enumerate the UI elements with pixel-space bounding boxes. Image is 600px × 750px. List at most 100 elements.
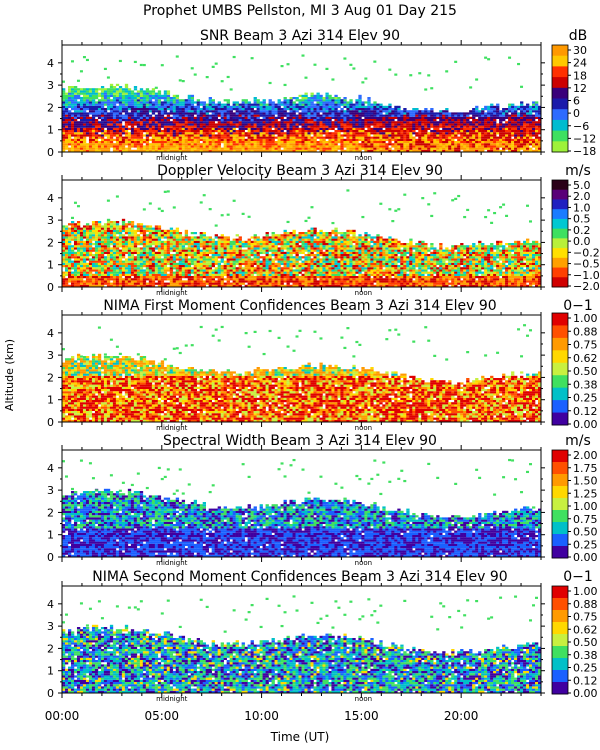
colorbar-swatch — [552, 362, 568, 376]
colorbar-swatch — [552, 209, 568, 220]
colorbar-tick-label: 0.0 — [573, 235, 591, 248]
colorbar-tick-label: 0.88 — [573, 325, 598, 338]
colorbar-tick-label: 0 — [573, 107, 580, 120]
y-tick-label: 4 — [47, 327, 54, 340]
colorbar-swatch — [552, 510, 568, 523]
colorbar-tick-label: −6 — [573, 120, 589, 133]
panel-title: Doppler Velocity Beam 3 Azi 314 Elev 90 — [157, 163, 443, 179]
panel-4: Spectral Width Beam 3 Azi 314 Elev 90 m/s… — [47, 433, 598, 567]
y-tick-label: 3 — [47, 349, 54, 362]
colorbar-tick-label: 12 — [573, 82, 587, 95]
panel-5: NIMA Second Moment Confidences Beam 3 Az… — [47, 569, 598, 703]
colorbar-tick-label: 1.50 — [573, 475, 598, 488]
colorbar-tick-label: 0.25 — [573, 538, 598, 551]
colorbar-swatch — [552, 66, 568, 78]
colorbar-tick-label: 0.75 — [573, 513, 598, 526]
colorbar-swatch — [552, 325, 568, 339]
panel-title: Spectral Width Beam 3 Azi 314 Elev 90 — [163, 433, 437, 449]
colorbar-swatch — [552, 546, 568, 559]
heatmap-body — [62, 595, 542, 693]
y-tick-label: 2 — [47, 101, 54, 114]
colorbar-swatch — [552, 622, 568, 635]
y-tick-label: 1 — [47, 394, 54, 407]
day-marker-label: noon — [355, 289, 372, 297]
panel-2: Doppler Velocity Beam 3 Azi 314 Elev 90 m… — [47, 163, 600, 297]
colorbar-tick-label: 30 — [573, 44, 587, 57]
colorbar-swatch — [552, 474, 568, 487]
colorbar-unit: 0−1 — [563, 569, 593, 585]
colorbar-swatch — [552, 189, 568, 200]
y-tick-label: 0 — [47, 416, 54, 429]
day-marker-label: midnight — [156, 154, 187, 162]
day-marker-label: midnight — [156, 289, 187, 297]
colorbar: 5.02.01.00.50.20.0−0.2−0.5−1.0−2.0 — [551, 179, 600, 293]
y-tick-label: 4 — [47, 192, 54, 205]
heatmap-body — [62, 324, 542, 422]
colorbar-tick-label: 0.00 — [573, 687, 598, 700]
colorbar-swatch — [552, 248, 568, 259]
day-marker-label: noon — [355, 559, 372, 567]
colorbar-swatch — [552, 119, 568, 131]
colorbar-tick-label: 0.38 — [573, 649, 598, 662]
colorbar-tick-label: 0.50 — [573, 365, 598, 378]
colorbar-tick-label: 0.00 — [573, 551, 598, 564]
colorbar-tick-label: 0.50 — [573, 526, 598, 539]
y-tick-label: 1 — [47, 124, 54, 137]
colorbar-tick-label: 24 — [573, 57, 587, 70]
colorbar-tick-label: −0.2 — [573, 246, 600, 259]
colorbar-unit: m/s — [565, 163, 591, 179]
colorbar-frame — [551, 179, 569, 288]
colorbar-swatch — [552, 646, 568, 659]
colorbar-swatch — [552, 55, 568, 67]
colorbar-tick-label: 1.75 — [573, 462, 598, 475]
panel-1: SNR Beam 3 Azi 314 Elev 90 dB01234midnigh… — [47, 28, 596, 162]
colorbar-swatch — [552, 199, 568, 210]
colorbar-frame — [551, 44, 569, 153]
colorbar-swatch — [552, 522, 568, 535]
x-tick-label: 05:00 — [144, 709, 179, 723]
colorbar-tick-label: 1.00 — [573, 585, 598, 598]
y-tick-label: 2 — [47, 506, 54, 519]
colorbar-tick-label: −2.0 — [573, 280, 600, 293]
colorbar-swatch — [552, 498, 568, 511]
figure-title: Prophet UMBS Pellston, MI 3 Aug 01 Day 2… — [143, 3, 457, 19]
day-marker-label: midnight — [156, 695, 187, 703]
y-tick-label: 2 — [47, 371, 54, 384]
colorbar-tick-label: 0.25 — [573, 662, 598, 675]
colorbar-swatch — [552, 180, 568, 191]
colorbar-swatch — [552, 598, 568, 611]
colorbar-swatch — [552, 350, 568, 364]
y-tick-label: 2 — [47, 236, 54, 249]
colorbar-tick-label: 5.0 — [573, 179, 591, 192]
colorbar-swatch — [552, 387, 568, 401]
heatmap-body — [62, 458, 542, 557]
colorbar-frame — [551, 585, 569, 695]
y-tick-label: 0 — [47, 146, 54, 159]
day-marker-label: midnight — [156, 559, 187, 567]
colorbar-swatch — [552, 634, 568, 647]
colorbar-unit: m/s — [565, 433, 591, 449]
day-marker-label: noon — [355, 424, 372, 432]
colorbar-swatch — [552, 658, 568, 671]
y-tick-label: 4 — [47, 462, 54, 475]
colorbar-swatch — [552, 313, 568, 326]
colorbar-tick-label: 0.88 — [573, 598, 598, 611]
colorbar-tick-label: 2.0 — [573, 190, 591, 203]
y-tick-label: 3 — [47, 484, 54, 497]
colorbar-tick-label: 0.25 — [573, 392, 598, 405]
colorbar-swatch — [552, 109, 568, 121]
x-tick-label: 10:00 — [244, 709, 279, 723]
x-tick-label: 00:00 — [45, 709, 80, 723]
heatmap-body — [62, 54, 542, 152]
colorbar-swatch — [552, 400, 568, 413]
colorbar-tick-label: 1.25 — [573, 487, 598, 500]
colorbar-tick-label: −0.5 — [573, 258, 600, 271]
colorbar-swatch — [552, 412, 568, 426]
panel-title: NIMA Second Moment Confidences Beam 3 Az… — [92, 569, 507, 585]
colorbar-tick-label: −18 — [573, 145, 596, 158]
colorbar-swatch — [552, 218, 568, 230]
colorbar-swatch — [552, 257, 568, 268]
colorbar-swatch — [552, 45, 568, 57]
colorbar-swatch — [552, 141, 568, 153]
